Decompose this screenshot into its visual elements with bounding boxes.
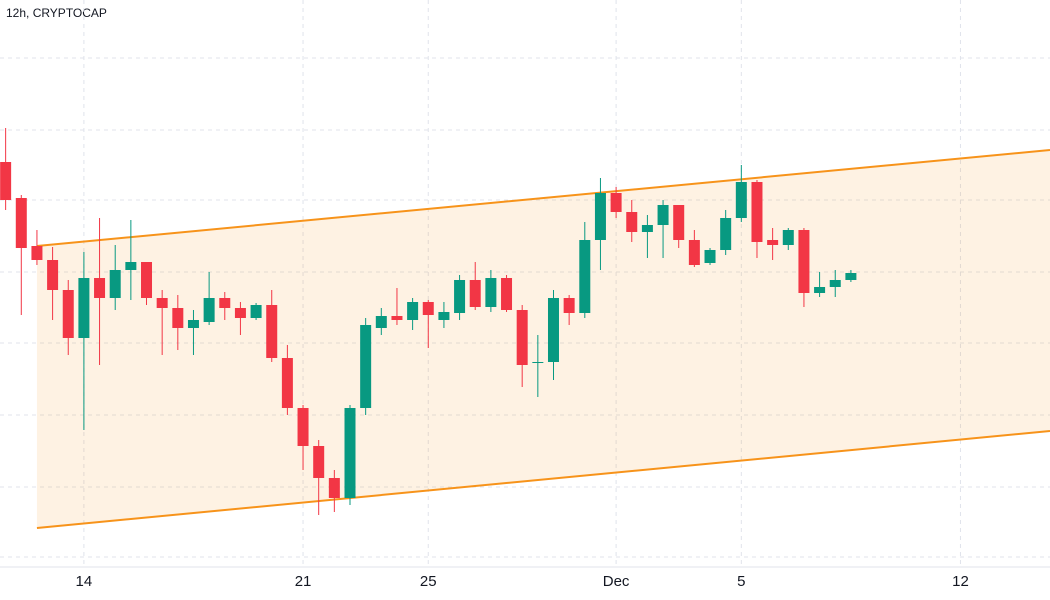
x-tick-label: Dec	[603, 573, 630, 590]
candle-body	[782, 230, 794, 245]
candle-body	[15, 198, 27, 248]
candle-body	[626, 212, 638, 232]
candle-body	[516, 310, 528, 365]
x-tick-label: 25	[420, 573, 437, 590]
candle-body	[94, 278, 106, 298]
candle-body	[814, 287, 826, 293]
candle-body	[31, 246, 43, 260]
candle-body	[391, 316, 403, 320]
candle-body	[281, 358, 293, 408]
candle-body	[62, 290, 74, 338]
candle-body	[532, 362, 544, 363]
candle-body	[125, 262, 137, 270]
candle-body	[344, 408, 356, 498]
candle-body	[375, 316, 387, 328]
candle-body	[156, 298, 168, 308]
channel-upper	[36, 149, 1050, 247]
chart-title: 12h, CRYPTOCAP	[6, 6, 107, 20]
candle-body	[297, 408, 309, 446]
x-tick-label: 14	[76, 573, 93, 590]
candle-body	[219, 298, 231, 308]
candle-body	[407, 302, 419, 320]
candle-body	[203, 298, 215, 322]
candle-body	[720, 218, 732, 250]
candle-body	[0, 162, 12, 200]
x-tick-label: 12	[952, 573, 969, 590]
channel-lower	[36, 430, 1050, 529]
candle-body	[829, 280, 841, 287]
x-tick-label: 5	[737, 573, 745, 590]
candle-body	[735, 182, 747, 218]
candle-body	[360, 325, 372, 408]
candle-body	[250, 305, 262, 318]
candle-body	[47, 260, 59, 290]
candle-body	[485, 278, 497, 307]
candle-body	[767, 240, 779, 245]
candle-body	[109, 270, 121, 298]
candle-body	[579, 240, 591, 313]
channel-fill	[36, 150, 1050, 528]
candle-body	[141, 262, 153, 298]
candle-body	[266, 305, 278, 358]
candle-body	[78, 278, 90, 338]
candle-body	[704, 250, 716, 263]
candle-body	[422, 302, 434, 315]
candle-body	[547, 298, 559, 362]
candle-body	[610, 193, 622, 212]
candle-body	[657, 205, 669, 225]
candle-body	[172, 308, 184, 328]
candle-body	[438, 312, 450, 320]
candle-body	[469, 280, 481, 307]
candle-body	[313, 446, 325, 478]
candle-body	[641, 225, 653, 232]
candle-body	[454, 280, 466, 313]
candle-body	[845, 273, 857, 280]
candle-body	[501, 278, 513, 310]
candle-body	[187, 320, 199, 328]
h-grid	[0, 57, 1050, 558]
candle-body	[673, 205, 685, 240]
candle-body	[594, 193, 606, 240]
candle-body	[688, 240, 700, 265]
candle-body	[328, 478, 340, 498]
candle-body	[563, 298, 575, 313]
candle-body	[751, 182, 763, 242]
x-tick-label: 21	[295, 573, 312, 590]
candle-body	[798, 230, 810, 293]
candle-body	[234, 308, 246, 318]
